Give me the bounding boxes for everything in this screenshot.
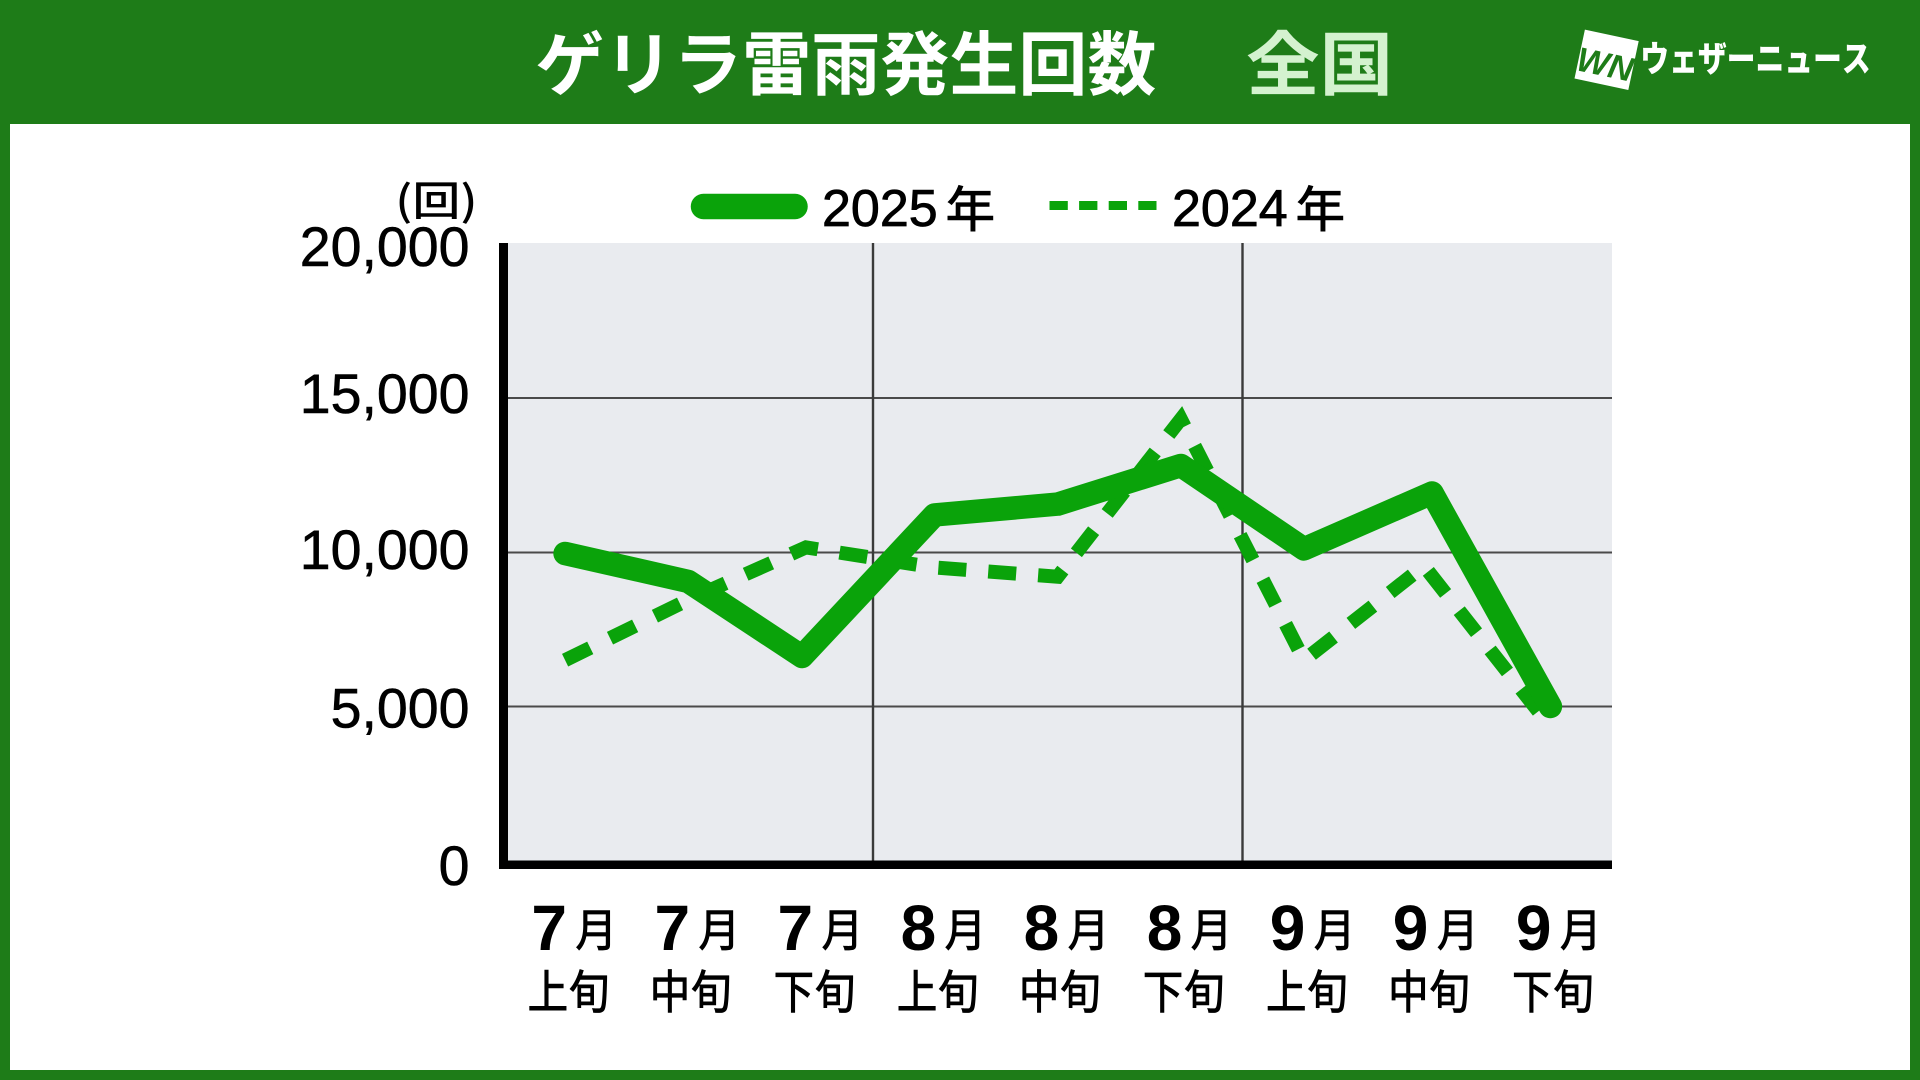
- svg-text:10,000: 10,000: [300, 519, 470, 581]
- svg-text:7: 7: [531, 892, 567, 964]
- svg-text:9: 9: [1270, 892, 1306, 964]
- svg-text:9: 9: [1393, 892, 1429, 964]
- svg-text:2025: 2025: [822, 180, 938, 238]
- svg-text:7: 7: [778, 892, 814, 964]
- svg-text:9: 9: [1516, 892, 1552, 964]
- svg-text:8: 8: [901, 892, 937, 964]
- svg-text:2024: 2024: [1172, 180, 1288, 238]
- svg-text:0: 0: [439, 835, 470, 897]
- svg-text:15,000: 15,000: [300, 363, 470, 425]
- svg-text:5,000: 5,000: [331, 678, 470, 740]
- svg-text:7: 7: [655, 892, 691, 964]
- svg-text:20,000: 20,000: [300, 216, 470, 278]
- svg-text:8: 8: [1024, 892, 1060, 964]
- svg-text:8: 8: [1147, 892, 1183, 964]
